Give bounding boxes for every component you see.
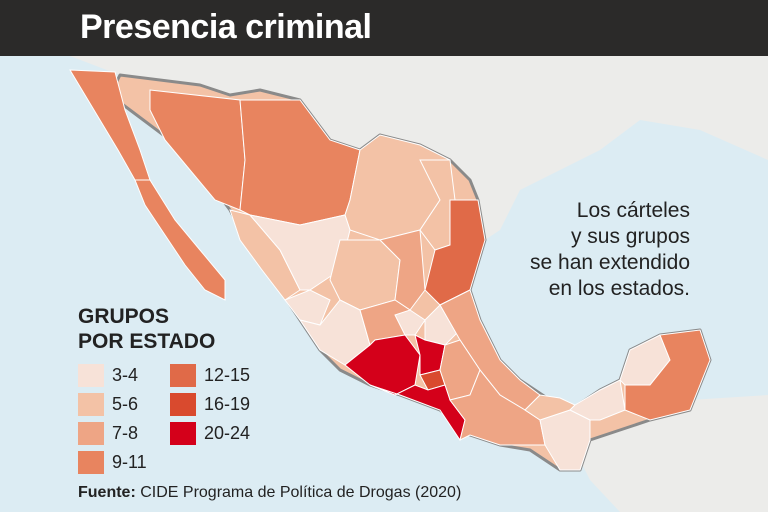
legend-label: 20-24	[204, 423, 251, 443]
legend-label: 7-8	[112, 423, 139, 443]
legend-item: 9-11	[78, 451, 147, 474]
title-bar: Presencia criminal	[0, 0, 768, 56]
legend-label: 9-11	[112, 452, 147, 472]
legend-swatch	[78, 451, 104, 474]
note-line: Los cárteles	[576, 199, 690, 222]
mexico-map	[0, 56, 768, 512]
legend-item: 5-6	[78, 393, 138, 416]
legend-swatch	[170, 422, 196, 445]
map-note: Los cárteles y sus grupos se han extendi…	[520, 198, 690, 302]
usa-landmass	[70, 56, 768, 240]
note-line: se han extendido	[530, 251, 690, 274]
source-credit: Fuente: CIDE Programa de Política de Dro…	[78, 484, 461, 502]
state-zacatecas	[329, 239, 401, 311]
state-baja-california-sur	[134, 179, 226, 301]
legend-item: 20-24	[170, 422, 250, 445]
legend-item: 12-15	[170, 364, 250, 387]
note-line: y sus grupos	[570, 225, 690, 248]
legend-label: 3-4	[112, 365, 139, 385]
page-title: Presencia criminal	[80, 8, 372, 46]
state-nayarit	[284, 289, 331, 326]
state-campeche	[569, 379, 626, 421]
legend-swatch	[78, 364, 104, 387]
note-line: en los estados.	[548, 277, 690, 300]
legend-swatch	[170, 393, 196, 416]
legend-label: 5-6	[112, 394, 139, 414]
legend-title: GRUPOS POR ESTADO	[78, 304, 215, 354]
state-hidalgo	[424, 304, 461, 346]
legend-swatch	[78, 422, 104, 445]
legend-label: 16-19	[204, 394, 251, 414]
legend-item: 7-8	[78, 422, 138, 445]
legend-title-line: POR ESTADO	[78, 330, 216, 353]
legend-swatch	[170, 364, 196, 387]
legend-label: 12-15	[204, 365, 251, 385]
legend-title-line: GRUPOS	[78, 305, 170, 328]
legend-swatch	[78, 393, 104, 416]
legend-item: 3-4	[78, 364, 138, 387]
source-text: CIDE Programa de Política de Drogas (202…	[135, 484, 462, 501]
legend-item: 16-19	[170, 393, 250, 416]
state-quintana-roo	[624, 329, 711, 421]
state-queretaro	[394, 309, 426, 336]
source-label: Fuente:	[78, 484, 136, 501]
